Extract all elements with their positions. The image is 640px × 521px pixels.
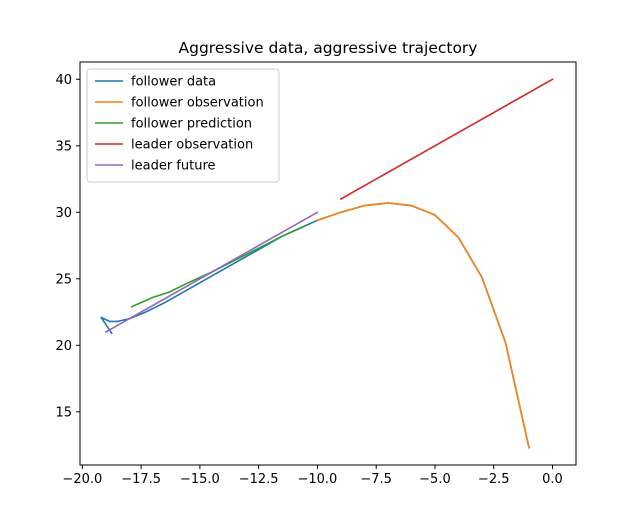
legend-entry-1: follower observation — [131, 96, 264, 111]
legend-entry-3: leader observation — [131, 138, 253, 153]
legend-entry-4: leader future — [131, 159, 216, 174]
plot-frame — [79, 61, 577, 466]
legend: follower data follower observation followe… — [86, 68, 280, 183]
series-line-3 — [339, 78, 554, 201]
x-tick-label: −17.5 — [121, 472, 161, 487]
series-line-1 — [316, 202, 530, 449]
y-axis: 15 20 25 30 35 40 — [55, 73, 80, 420]
y-tick-label: 25 — [55, 272, 72, 287]
y-tick-label: 15 — [55, 405, 72, 420]
x-tick-label: −15.0 — [180, 472, 220, 487]
series-line-4 — [104, 211, 319, 334]
y-tick-label: 35 — [55, 139, 72, 154]
x-tick-label: −12.5 — [239, 472, 279, 487]
x-axis: −20.0 −17.5 −15.0 −12.5 −10.0 −7.5 −5.0 −2.5 0.0 — [62, 465, 563, 487]
x-tick-label: −20.0 — [62, 472, 102, 487]
x-tick-label: 0.0 — [542, 472, 563, 487]
x-tick-label: −10.0 — [297, 472, 337, 487]
y-tick-label: 20 — [55, 339, 72, 354]
y-tick-label: 30 — [55, 206, 72, 221]
x-tick-label: −5.0 — [419, 472, 451, 487]
x-tick-label: −7.5 — [360, 472, 392, 487]
series-layer — [100, 78, 554, 449]
x-tick-label: −2.5 — [478, 472, 510, 487]
legend-entry-2: follower prediction — [131, 117, 252, 132]
legend-entry-0: follower data — [131, 75, 216, 90]
chart-title: Aggressive data, aggressive trajectory — [179, 39, 478, 57]
y-tick-label: 40 — [55, 73, 72, 88]
legend-box — [86, 68, 280, 183]
